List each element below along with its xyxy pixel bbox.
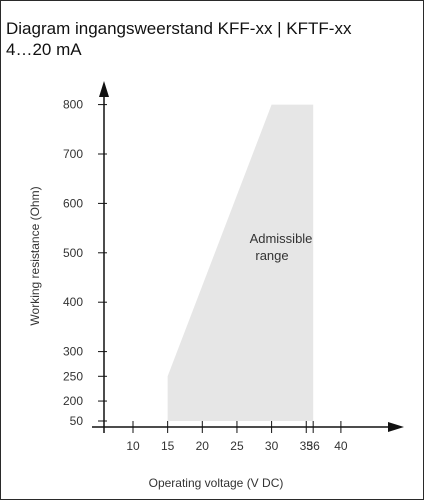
y-tick-label: 600 <box>63 196 83 210</box>
y-tick-label: 500 <box>63 246 83 260</box>
x-tick-label: 20 <box>196 439 210 453</box>
x-tick-label: 10 <box>126 439 140 453</box>
y-tick-label: 400 <box>63 295 83 309</box>
y-tick-label: 250 <box>63 369 83 383</box>
y-tick-label: 200 <box>63 394 83 408</box>
x-tick-label: 40 <box>334 439 348 453</box>
y-axis-label: Working resistance (Ohm) <box>28 186 42 325</box>
y-axis-arrow <box>99 81 109 97</box>
x-tick-label: 36 <box>307 439 321 453</box>
chart-title-line1: Diagram ingangsweerstand KFF-xx | KFTF-x… <box>6 19 352 38</box>
x-axis-arrow <box>388 422 404 432</box>
x-tick-label: 30 <box>265 439 279 453</box>
chart-title-line2: 4…20 mA <box>6 40 82 59</box>
x-tick-label: 15 <box>161 439 175 453</box>
y-tick-label: 300 <box>63 345 83 359</box>
admissible-range-area <box>167 104 314 421</box>
region-label-line2: range <box>255 248 288 263</box>
y-tick-label: 700 <box>63 147 83 161</box>
x-tick-label: 25 <box>230 439 244 453</box>
y-tick-label: 800 <box>63 98 83 112</box>
axis-ticks: 50 200 250 300 400 500 600 700 800 10 15 20 25 30 3536… <box>63 98 348 453</box>
x-tick-label: 35 <box>300 439 314 453</box>
y-tick-label: 50 <box>70 414 84 428</box>
region-label-line1: Admissible <box>250 231 313 246</box>
x-axis-label: Operating voltage (V DC) <box>149 476 284 490</box>
